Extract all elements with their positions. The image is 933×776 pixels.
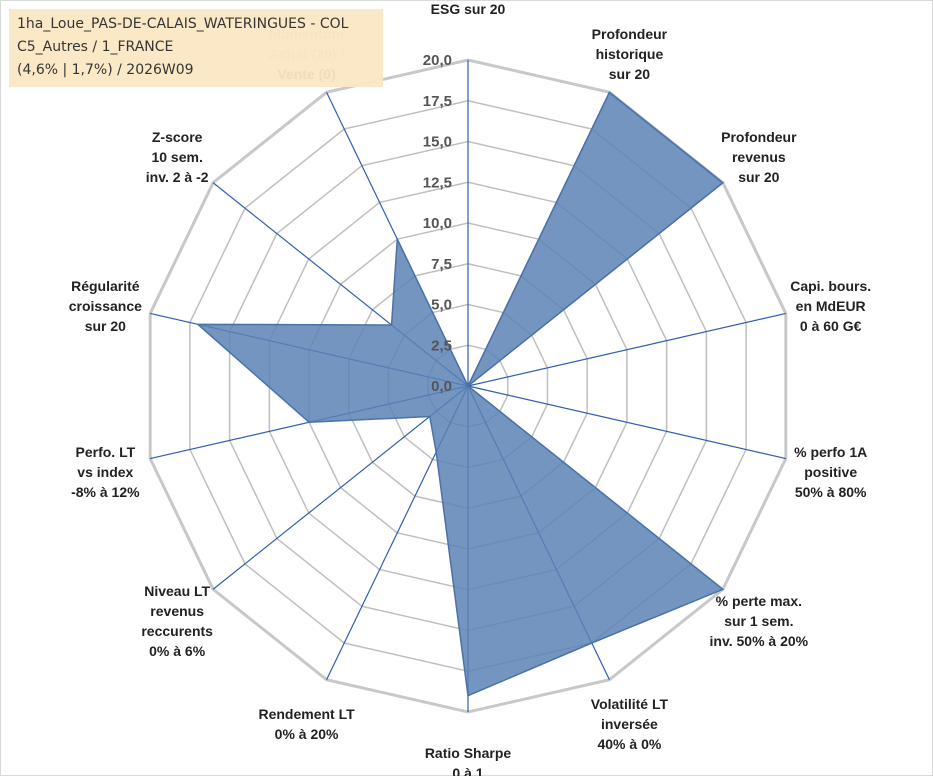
category-label: Régularité croissance sur 20 [69, 278, 142, 334]
category-label: Volatilité LT inversée 40% à 0% [591, 696, 669, 752]
category-label-line: ESG sur 20 [431, 1, 506, 17]
category-label-line: Capi. bours. [790, 278, 871, 294]
category-label-line: vs index [77, 464, 133, 480]
category-label-line: 0% à 6% [149, 643, 206, 659]
r-tick-label: 0,0 [431, 378, 452, 395]
category-label-line: % perfo 1A [794, 444, 867, 460]
r-tick-label: 5,0 [431, 297, 452, 314]
category-label-line: 0 à 60 G€ [800, 318, 862, 334]
category-label-line: sur 20 [609, 66, 650, 82]
category-label-line: Régularité [71, 278, 140, 294]
category-label-line: 0 à 1 [452, 765, 483, 776]
category-label-line: Niveau LT [144, 583, 210, 599]
category-label-line: Ratio Sharpe [425, 745, 512, 761]
header-line-1: 1ha_Loue_PAS-DE-CALAIS_WATERINGUES - COL [17, 16, 349, 32]
category-label-line: inv. 2 à -2 [146, 169, 209, 185]
category-label-line: % perte max. [716, 593, 802, 609]
header-line-2: C5_Autres / 1_FRANCE [17, 39, 174, 55]
r-tick-label: 17,5 [423, 93, 452, 110]
header-line-3: (4,6% | 1,7%) / 2026W09 [17, 62, 194, 78]
category-label-line: Z-score [152, 129, 203, 145]
category-label: % perfo 1A positive 50% à 80% [794, 444, 867, 500]
category-label-line: Profondeur [721, 129, 797, 145]
data-series [195, 91, 725, 697]
category-label-line: 50% à 80% [795, 484, 867, 500]
category-label-line: croissance [69, 298, 142, 314]
r-tick-label: 15,0 [423, 134, 452, 151]
category-label-line: historique [596, 46, 664, 62]
r-tick-label: 2,5 [431, 337, 452, 354]
r-tick-label: 10,0 [423, 215, 452, 232]
r-tick-label: 7,5 [431, 256, 452, 273]
series-area [195, 91, 725, 697]
category-label-line: revenus [732, 149, 786, 165]
category-label-line: 10 sem. [151, 149, 202, 165]
category-label: Capi. bours. en MdEUR 0 à 60 G€ [790, 278, 871, 334]
category-label: Profondeur revenus sur 20 [721, 129, 797, 185]
category-label-line: Volatilité LT [591, 696, 669, 712]
radial-tick-labels: 0,0 2,5 5,0 7,5 10,0 12,5 15,0 17,5 20,0 [423, 52, 452, 395]
category-label-line: sur 20 [85, 318, 126, 334]
category-label: Profondeur historique sur 20 [592, 26, 668, 82]
category-label-line: reccurents [141, 623, 213, 639]
category-label: Ratio Sharpe 0 à 1 [425, 745, 512, 776]
category-label-line: inversée [601, 716, 658, 732]
category-label-line: Profondeur [592, 26, 668, 42]
category-label-line: sur 20 [738, 169, 779, 185]
category-label: Rendement LT 0% à 20% [258, 706, 355, 742]
category-label-line: Rendement LT [258, 706, 355, 722]
category-label-line: en MdEUR [796, 298, 866, 314]
category-label: Niveau LT revenus reccurents 0% à 6% [141, 583, 213, 659]
category-label-line: -8% à 12% [71, 484, 140, 500]
axis-spoke [467, 385, 786, 460]
category-label-line: 40% à 0% [597, 736, 661, 752]
r-tick-label: 12,5 [423, 174, 452, 191]
category-label-line: 0% à 20% [275, 726, 339, 742]
category-label-line: positive [804, 464, 857, 480]
chart-header: 1ha_Loue_PAS-DE-CALAIS_WATERINGUES - COL… [9, 9, 383, 87]
category-label-line: revenus [150, 603, 204, 619]
category-label: NoteESG sur 20 [431, 1, 506, 17]
axis-spoke [467, 312, 786, 387]
category-label: Perfo. LT vs index -8% à 12% [71, 444, 140, 500]
category-label: Z-score 10 sem. inv. 2 à -2 [146, 129, 209, 185]
category-label: % perte max. sur 1 sem. inv. 50% à 20% [710, 593, 809, 649]
category-label-line: inv. 50% à 20% [710, 633, 809, 649]
r-tick-label: 20,0 [423, 52, 452, 69]
category-label-line: Perfo. LT [76, 444, 136, 460]
axis-spoke [212, 385, 469, 590]
category-label-line: sur 1 sem. [724, 613, 793, 629]
